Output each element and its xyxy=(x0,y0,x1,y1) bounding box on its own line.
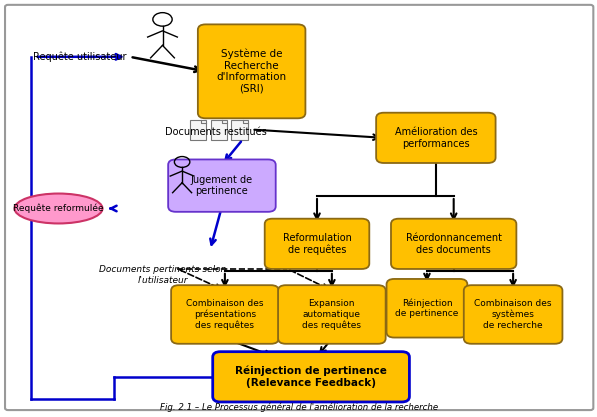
FancyBboxPatch shape xyxy=(190,120,207,140)
FancyBboxPatch shape xyxy=(213,352,410,402)
Ellipse shape xyxy=(14,193,103,224)
Text: Documents restitués: Documents restitués xyxy=(165,128,267,138)
FancyBboxPatch shape xyxy=(5,5,593,410)
Text: Fig. 2.1 – Le Processus général de l'amélioration de la recherche: Fig. 2.1 – Le Processus général de l'amé… xyxy=(160,402,438,412)
FancyBboxPatch shape xyxy=(168,159,276,212)
Text: Réinjection
de pertinence: Réinjection de pertinence xyxy=(395,298,458,318)
Text: Réinjection de pertinence
(Relevance Feedback): Réinjection de pertinence (Relevance Fee… xyxy=(235,366,387,388)
Text: Réordonnancement
des documents: Réordonnancement des documents xyxy=(406,233,501,255)
FancyBboxPatch shape xyxy=(278,285,386,344)
FancyBboxPatch shape xyxy=(211,120,227,140)
FancyBboxPatch shape xyxy=(171,285,279,344)
Text: Reformulation
de requêtes: Reformulation de requêtes xyxy=(282,233,352,255)
Text: Combinaison des
présentations
des requêtes: Combinaison des présentations des requêt… xyxy=(186,299,264,330)
Text: Amélioration des
performances: Amélioration des performances xyxy=(395,127,477,148)
Text: Requête utilisateur: Requête utilisateur xyxy=(33,52,126,62)
Text: Jugement de
pertinence: Jugement de pertinence xyxy=(191,175,253,196)
FancyBboxPatch shape xyxy=(232,120,248,140)
Text: Requête reformulée: Requête reformulée xyxy=(13,204,104,213)
Text: Combinaison des
systèmes
de recherche: Combinaison des systèmes de recherche xyxy=(475,299,552,330)
FancyBboxPatch shape xyxy=(264,219,370,269)
FancyBboxPatch shape xyxy=(198,24,306,118)
Text: Documents pertinents selon
l'utilisateur: Documents pertinents selon l'utilisateur xyxy=(99,265,226,285)
FancyBboxPatch shape xyxy=(386,279,467,337)
Text: Système de
Recherche
d'Information
(SRI): Système de Recherche d'Information (SRI) xyxy=(217,49,287,94)
Text: Expansion
automatique
des requêtes: Expansion automatique des requêtes xyxy=(302,299,361,330)
FancyBboxPatch shape xyxy=(391,219,516,269)
FancyBboxPatch shape xyxy=(464,285,562,344)
FancyBboxPatch shape xyxy=(376,113,496,163)
